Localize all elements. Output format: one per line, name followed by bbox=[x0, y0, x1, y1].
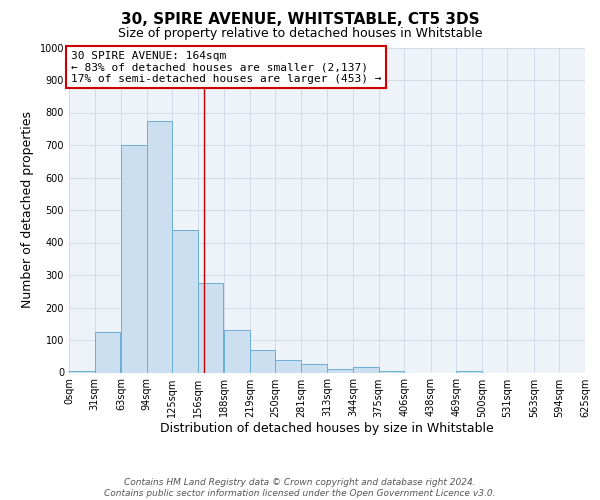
Bar bbox=[250, 350, 275, 372]
Bar bbox=[198, 283, 223, 372]
Bar bbox=[95, 332, 120, 372]
Bar bbox=[275, 360, 301, 372]
X-axis label: Distribution of detached houses by size in Whitstable: Distribution of detached houses by size … bbox=[160, 422, 494, 436]
Text: Contains HM Land Registry data © Crown copyright and database right 2024.
Contai: Contains HM Land Registry data © Crown c… bbox=[104, 478, 496, 498]
Bar bbox=[224, 330, 250, 372]
Text: 30 SPIRE AVENUE: 164sqm
← 83% of detached houses are smaller (2,137)
17% of semi: 30 SPIRE AVENUE: 164sqm ← 83% of detache… bbox=[71, 51, 381, 84]
Bar bbox=[301, 364, 326, 372]
Bar bbox=[69, 371, 95, 372]
Bar bbox=[456, 371, 482, 372]
Bar bbox=[328, 369, 353, 372]
Bar bbox=[353, 366, 379, 372]
Bar bbox=[172, 230, 198, 372]
Bar bbox=[379, 371, 404, 372]
Bar bbox=[121, 145, 146, 372]
Text: 30, SPIRE AVENUE, WHITSTABLE, CT5 3DS: 30, SPIRE AVENUE, WHITSTABLE, CT5 3DS bbox=[121, 12, 479, 28]
Bar bbox=[146, 120, 172, 372]
Y-axis label: Number of detached properties: Number of detached properties bbox=[21, 112, 34, 308]
Text: Size of property relative to detached houses in Whitstable: Size of property relative to detached ho… bbox=[118, 28, 482, 40]
